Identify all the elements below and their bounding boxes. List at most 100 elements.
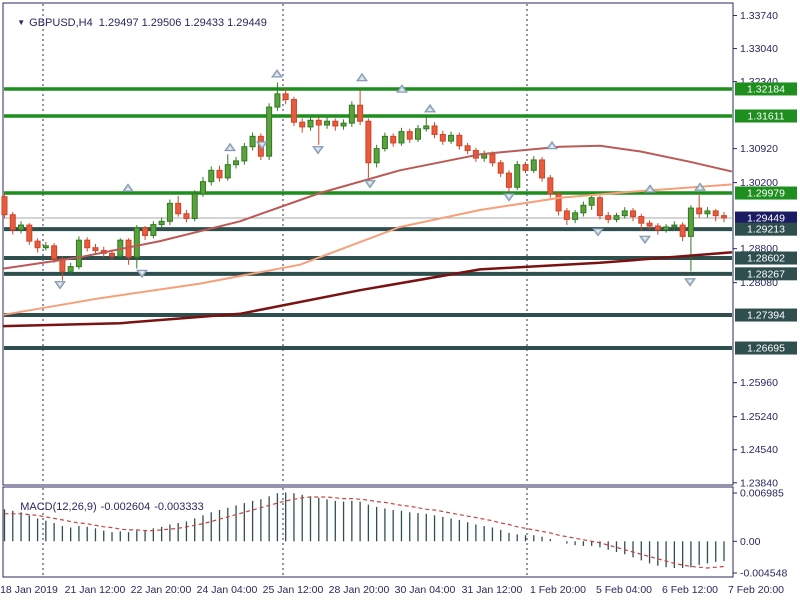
candle-body [9, 214, 16, 231]
candle-body [92, 247, 99, 252]
fractal-inner [275, 72, 279, 76]
ma-mid [3, 183, 732, 316]
price-badge [735, 251, 797, 265]
time-tick-label: 25 Jan 12:00 [263, 584, 324, 596]
candle-body [18, 224, 25, 231]
time-tick-label: 6 Feb 12:00 [662, 584, 718, 596]
fractal-inner [58, 282, 62, 286]
macd-signal-line [4, 496, 725, 569]
price-badge-label: 1.26695 [747, 343, 785, 355]
candle-body [572, 212, 579, 220]
price-badge-label: 1.28267 [747, 268, 785, 280]
fractal-inner [688, 279, 692, 283]
macd-indicator-label: MACD(12,26,9) -0.002604 -0.003333 [8, 489, 208, 525]
fractal-inner [596, 229, 600, 233]
candle-body [580, 204, 587, 214]
price-tick-label: 1.33740 [740, 10, 778, 22]
candle-body [274, 93, 281, 108]
candle-body [357, 104, 364, 122]
candle-body [505, 172, 512, 188]
price-badge [735, 308, 797, 322]
candle-body [266, 106, 273, 157]
fractal-inner [228, 146, 232, 150]
candle-body [596, 197, 603, 217]
candle-body [51, 245, 58, 260]
price-badge [735, 211, 797, 225]
price-tick-label: 1.23840 [740, 477, 778, 489]
candle-body [547, 177, 554, 195]
macd-layer [3, 492, 725, 569]
candle-body [373, 148, 380, 164]
candle-body [307, 119, 314, 128]
candle-body [663, 226, 670, 231]
candle-body [365, 120, 372, 164]
candle-body [340, 122, 347, 127]
fractal-inner [507, 194, 511, 198]
candle-body [638, 216, 645, 224]
candle-body [605, 215, 612, 220]
fractal-inner [550, 144, 554, 148]
ma-slow [2, 251, 733, 328]
candle-body [530, 159, 537, 171]
fractal-inner [643, 237, 647, 241]
candle-body [290, 99, 297, 123]
price-badge [735, 222, 797, 236]
candle-body [539, 159, 546, 179]
candle-body [324, 120, 331, 126]
macd-tick-label: 0.006985 [740, 488, 784, 500]
candle-body [621, 210, 628, 217]
macd-tick-label: 0.00 [740, 536, 761, 548]
candle-body [158, 220, 165, 226]
candle-body [654, 225, 661, 231]
candle-body [390, 135, 397, 144]
fractals-layer [54, 69, 706, 290]
candle-body [67, 266, 74, 272]
candle-body [166, 202, 173, 222]
time-tick-label: 1 Feb 20:00 [530, 584, 586, 596]
candle-body [456, 134, 463, 147]
candle-body [1, 196, 8, 216]
candle-body [241, 146, 248, 162]
price-badge-label: 1.29213 [747, 224, 785, 236]
price-badge-label: 1.29449 [747, 213, 785, 225]
candle-body [348, 104, 355, 124]
candle-body [233, 160, 240, 166]
candle-body [109, 252, 116, 257]
candle-body [398, 131, 405, 144]
price-badge-label: 1.27394 [747, 310, 785, 322]
time-tick-label: 18 Jan 2019 [0, 584, 58, 596]
candle-body [216, 169, 223, 179]
moving-averages [2, 144, 733, 328]
candle-body [630, 210, 637, 218]
price-badge [735, 82, 797, 96]
candle-body [75, 239, 82, 268]
macd-main-value: -0.002604 [100, 501, 151, 513]
candle-body [381, 135, 388, 150]
ohlc-open: 1.29497 [98, 17, 139, 29]
candle-body [646, 222, 653, 227]
time-tick-label: 28 Jan 20:00 [329, 584, 390, 596]
chart-title: ▼ GBPUSD,H4 1.29497 1.29506 1.29433 1.29449 [5, 5, 270, 41]
candle-body [696, 207, 703, 215]
candle-body [439, 133, 446, 142]
candle-body [704, 210, 711, 215]
candle-body [588, 197, 595, 206]
macd-axis: 0.006985 0.00 -0.004548 [733, 488, 787, 580]
candle-body [687, 207, 694, 237]
ma-fast [3, 144, 732, 270]
fractal-inner [260, 142, 264, 146]
candle-body [191, 193, 198, 219]
candle-body [514, 164, 521, 188]
candle-body [671, 224, 678, 228]
candle-body [299, 121, 306, 128]
candle-body [448, 134, 455, 142]
candle-body [282, 93, 289, 101]
candle-body [555, 193, 562, 212]
candle-body [142, 227, 149, 236]
candle-body [406, 131, 413, 140]
time-tick-label: 30 Jan 04:00 [395, 584, 456, 596]
fractal-inner [316, 147, 320, 151]
candle-body [183, 213, 190, 219]
